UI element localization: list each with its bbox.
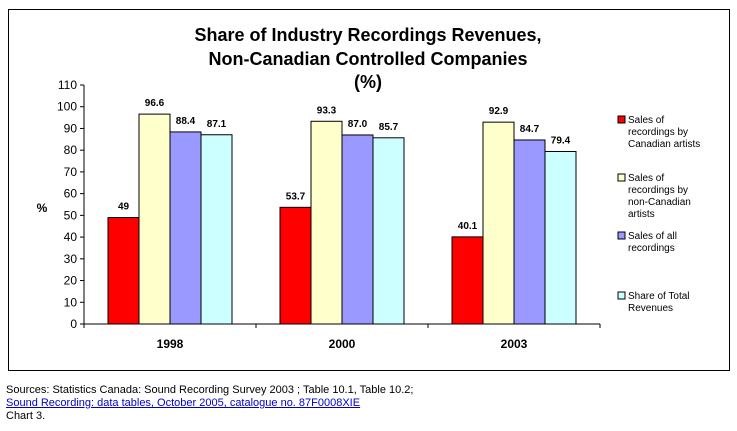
x-tick-label: 2000 bbox=[329, 337, 356, 351]
bar bbox=[310, 120, 343, 325]
data-label: 40.1 bbox=[458, 221, 478, 232]
bar bbox=[544, 150, 577, 325]
chart-area: Share of Industry Recordings Revenues, No… bbox=[37, 25, 701, 351]
y-tick-label: 10 bbox=[64, 295, 78, 309]
y-tick-label: 0 bbox=[70, 317, 77, 331]
data-label: 93.3 bbox=[317, 105, 337, 116]
legend-swatch bbox=[617, 231, 626, 240]
chart-title-line-3: (%) bbox=[354, 72, 382, 92]
legend-label: Revenues bbox=[628, 303, 673, 314]
chart-title-line-1: Share of Industry Recordings Revenues, bbox=[194, 25, 541, 45]
bar bbox=[107, 217, 140, 325]
data-label: 79.4 bbox=[551, 135, 571, 146]
y-tick-label: 50 bbox=[64, 208, 78, 222]
data-label: 53.7 bbox=[286, 191, 306, 202]
legend-label: Share of Total bbox=[628, 291, 690, 302]
chart-number: Chart 3. bbox=[6, 410, 46, 422]
bar bbox=[482, 121, 515, 325]
legend-label: Sales of all bbox=[628, 231, 677, 242]
bar bbox=[169, 131, 202, 325]
y-tick-label: 80 bbox=[64, 143, 78, 157]
chart-title-line-2: Non-Canadian Controlled Companies bbox=[208, 49, 527, 69]
legend-label: recordings bbox=[628, 243, 675, 254]
bar bbox=[341, 134, 374, 325]
y-tick-label: 70 bbox=[64, 165, 78, 179]
sources-text: Sources: Statistics Canada: Sound Record… bbox=[6, 384, 414, 396]
legend-label: Sales of bbox=[628, 115, 664, 126]
bar bbox=[138, 113, 171, 325]
legend-swatch bbox=[617, 173, 626, 182]
y-tick-label: 100 bbox=[57, 100, 77, 114]
legend-swatch bbox=[617, 291, 626, 300]
bar bbox=[451, 236, 484, 325]
x-tick-label: 1998 bbox=[157, 337, 184, 351]
data-label: 92.9 bbox=[489, 106, 509, 117]
data-label: 87.0 bbox=[348, 119, 368, 130]
y-tick-label: 20 bbox=[64, 274, 78, 288]
y-tick-label: 40 bbox=[64, 230, 78, 244]
data-label: 84.7 bbox=[520, 124, 540, 135]
legend-label: recordings by bbox=[628, 127, 688, 138]
y-tick-label: 30 bbox=[64, 252, 78, 266]
chart-footer: Sources: Statistics Canada: Sound Record… bbox=[6, 384, 726, 423]
legend-swatch bbox=[617, 115, 626, 124]
bar bbox=[279, 206, 312, 325]
legend-label: Sales of bbox=[628, 173, 664, 184]
y-tick-label: 110 bbox=[58, 78, 77, 92]
legend-label: Canadian artists bbox=[628, 139, 700, 150]
y-tick-label: 60 bbox=[64, 187, 78, 201]
x-tick-label: 2003 bbox=[501, 337, 528, 351]
data-label: 96.6 bbox=[145, 98, 165, 109]
legend-label: non-Canadian bbox=[628, 197, 691, 208]
y-axis-label: % bbox=[37, 201, 48, 215]
y-tick-label: 90 bbox=[64, 121, 78, 135]
legend-label: artists bbox=[628, 209, 655, 220]
bar bbox=[513, 139, 546, 325]
data-label: 49 bbox=[118, 202, 130, 213]
data-label: 88.4 bbox=[176, 116, 196, 127]
data-label: 87.1 bbox=[207, 119, 227, 130]
legend-label: recordings by bbox=[628, 185, 688, 196]
bar bbox=[200, 134, 233, 325]
data-label: 85.7 bbox=[379, 122, 399, 133]
bar bbox=[372, 137, 405, 325]
data-tables-link[interactable]: Sound Recording: data tables, October 20… bbox=[6, 397, 361, 409]
